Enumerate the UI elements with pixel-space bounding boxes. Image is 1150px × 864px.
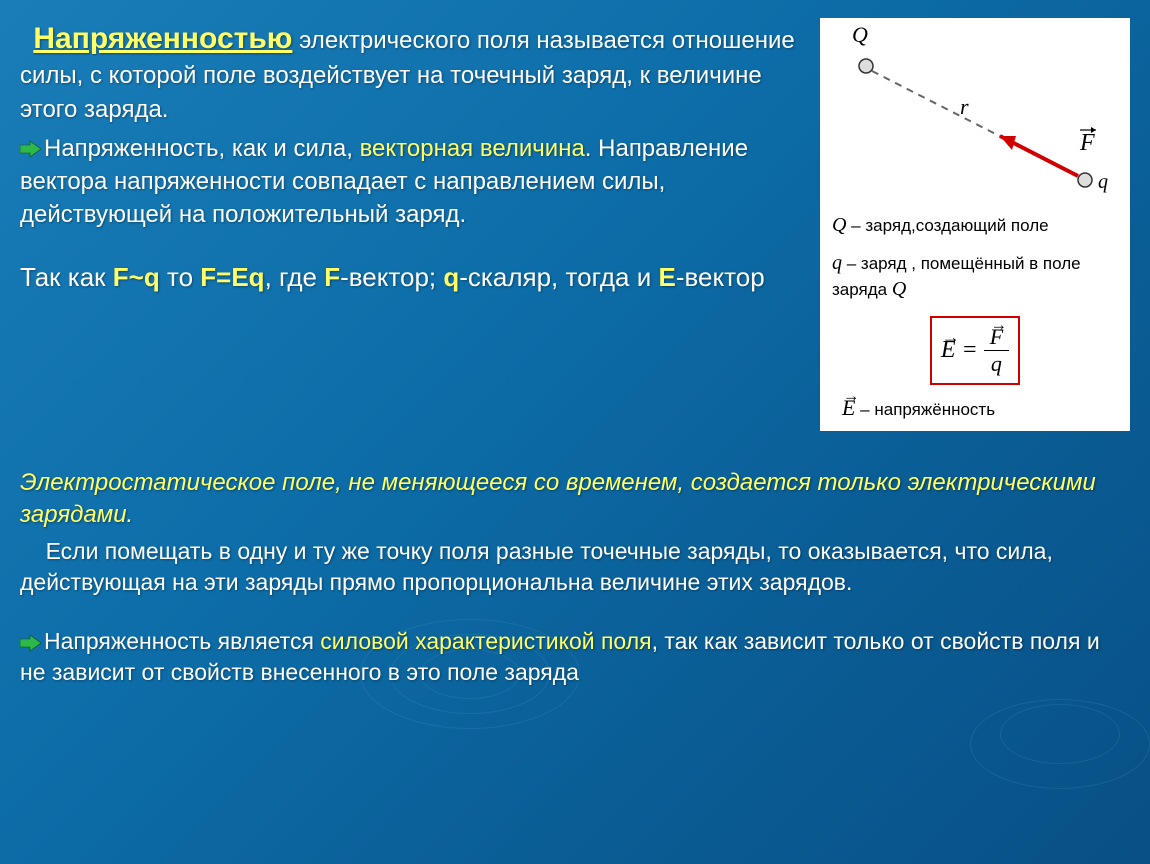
bullet-arrow-icon	[20, 634, 44, 652]
F-label: F	[1079, 130, 1095, 156]
E-napr-line: E – напряжённость	[842, 395, 1118, 421]
formula-feq: F=Eq	[200, 262, 264, 292]
final-a: Напряженность является	[44, 628, 320, 654]
formula-b: то	[160, 262, 201, 292]
formula-a: Так как	[20, 262, 113, 292]
q-den: q	[984, 351, 1009, 377]
q-txt: – заряд , помещённый в поле заряда	[832, 254, 1081, 299]
bullet-arrow-icon	[20, 140, 44, 158]
vector-paragraph: Напряженность, как и сила, векторная вел…	[20, 132, 802, 231]
formula-d: -вектор;	[340, 262, 443, 292]
r-label: r	[960, 94, 969, 119]
electrostatic-paragraph: Электростатическое поле, не меняющееся с…	[20, 467, 1130, 532]
formula-c: , где	[265, 262, 325, 292]
formula-fq: F~q	[113, 262, 160, 292]
lower-paragraph: Если помещать в одну и ту же точку поля …	[20, 536, 1130, 598]
charge-diagram-svg: Q r q F	[830, 24, 1120, 204]
final-paragraph: Напряженность является силовой характери…	[20, 626, 1130, 688]
q-trail: Q	[892, 278, 906, 300]
formula-f: -вектор	[676, 262, 765, 292]
formula-q: q	[443, 262, 459, 292]
p2-highlight: векторная величина	[360, 135, 585, 162]
Q-sym: Q	[832, 214, 846, 236]
q-label: q	[1098, 171, 1108, 193]
E-vec: E	[941, 337, 956, 364]
formula-fvec: F	[324, 262, 340, 292]
formula-paragraph: Так как F~q то F=Eq, где F-вектор; q-ска…	[20, 259, 802, 297]
field-diagram: Q r q F Q – заряд,создающий поле	[820, 18, 1130, 431]
Q-charge-icon	[859, 59, 873, 73]
final-hl: силовой характеристикой поля	[320, 628, 651, 654]
right-column: Q r q F Q – заряд,создающий поле	[820, 18, 1130, 431]
left-column: Напряженностью электрического поля назыв…	[20, 18, 802, 431]
slide-content: Напряженностью электрического поля назыв…	[0, 0, 1150, 864]
diagram-Q-line: Q – заряд,создающий поле	[832, 212, 1118, 238]
Q-label: Q	[852, 24, 868, 47]
definition-title: Напряженностью	[33, 22, 292, 55]
q-sym: q	[832, 252, 842, 274]
formula-evec: E	[658, 262, 675, 292]
F-vec: F	[990, 324, 1003, 350]
definition-paragraph: Напряженностью электрического поля назыв…	[20, 18, 802, 126]
Q-txt: – заряд,создающий поле	[846, 216, 1048, 235]
formula-e: -скаляр, тогда и	[459, 262, 658, 292]
p2-lead: Напряженность, как и сила,	[44, 135, 360, 162]
q-charge-icon	[1078, 173, 1092, 187]
force-arrow-head	[1000, 136, 1016, 150]
napr-txt: – напряжённость	[855, 400, 995, 419]
E-formula-box: E = F q	[930, 316, 1020, 385]
E-sym: E	[842, 395, 855, 421]
diagram-q-line: q – заряд , помещённый в поле заряда Q	[832, 250, 1118, 302]
